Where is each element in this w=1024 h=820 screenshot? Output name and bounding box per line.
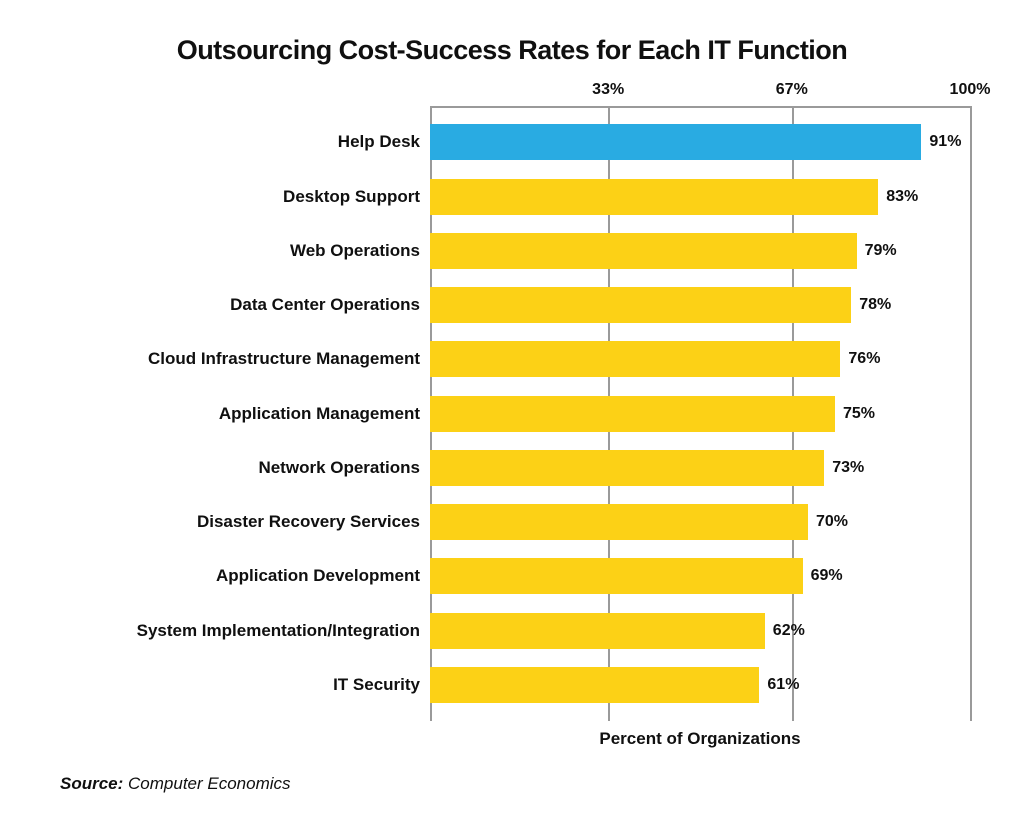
bar-value: 78%: [859, 296, 891, 314]
source-prefix: Source:: [60, 774, 123, 793]
bars-group: Help Desk91%Desktop Support83%Web Operat…: [110, 106, 974, 721]
bar-row: IT Security61%: [430, 667, 974, 703]
bar-fill: [430, 287, 851, 323]
bar-row: Web Operations79%: [430, 233, 974, 269]
bar-value: 91%: [929, 133, 961, 151]
bar-row: Data Center Operations78%: [430, 287, 974, 323]
bar-row: Network Operations73%: [430, 450, 974, 486]
x-tick-label: 100%: [950, 81, 991, 99]
chart-title: Outsourcing Cost-Success Rates for Each …: [50, 35, 974, 66]
bar-label: Cloud Infrastructure Management: [148, 349, 420, 369]
bar-row: Disaster Recovery Services70%: [430, 504, 974, 540]
bar-label: System Implementation/Integration: [137, 621, 420, 641]
bar-row: Application Management75%: [430, 396, 974, 432]
bar-value: 79%: [865, 242, 897, 260]
bar-row: Application Development69%: [430, 558, 974, 594]
bar-fill: [430, 233, 857, 269]
bar-label: IT Security: [333, 675, 420, 695]
bar-label: Data Center Operations: [230, 295, 420, 315]
bar-fill: [430, 504, 808, 540]
bar-fill: [430, 613, 765, 649]
bar-value: 62%: [773, 622, 805, 640]
bar-fill: [430, 179, 878, 215]
bar-fill: [430, 558, 803, 594]
bar-row: Desktop Support83%: [430, 179, 974, 215]
bar-value: 61%: [767, 676, 799, 694]
bar-fill: [430, 450, 824, 486]
bar-label: Web Operations: [290, 241, 420, 261]
x-axis-title: Percent of Organizations: [430, 729, 970, 749]
x-tick-label: 33%: [592, 81, 624, 99]
bar-value: 76%: [848, 350, 880, 368]
bar-fill: [430, 667, 759, 703]
source-text: Computer Economics: [123, 774, 290, 793]
bar-label: Application Development: [216, 566, 420, 586]
bar-value: 70%: [816, 513, 848, 531]
bar-fill: [430, 124, 921, 160]
chart-container: Outsourcing Cost-Success Rates for Each …: [0, 0, 1024, 814]
plot-area: Help Desk91%Desktop Support83%Web Operat…: [110, 106, 974, 721]
bar-value: 83%: [886, 188, 918, 206]
bar-label: Network Operations: [258, 458, 420, 478]
bar-row: Cloud Infrastructure Management76%: [430, 341, 974, 377]
source-citation: Source: Computer Economics: [60, 774, 974, 794]
bar-value: 75%: [843, 405, 875, 423]
bar-fill: [430, 396, 835, 432]
bar-label: Desktop Support: [283, 187, 420, 207]
bar-label: Help Desk: [338, 132, 420, 152]
bar-row: Help Desk91%: [430, 124, 974, 160]
bar-row: System Implementation/Integration62%: [430, 613, 974, 649]
chart-wrap: Help Desk91%Desktop Support83%Web Operat…: [110, 106, 974, 749]
bar-value: 73%: [832, 459, 864, 477]
bar-label: Application Management: [219, 404, 420, 424]
x-tick-label: 67%: [776, 81, 808, 99]
bar-fill: [430, 341, 840, 377]
bar-value: 69%: [811, 567, 843, 585]
bar-label: Disaster Recovery Services: [197, 512, 420, 532]
